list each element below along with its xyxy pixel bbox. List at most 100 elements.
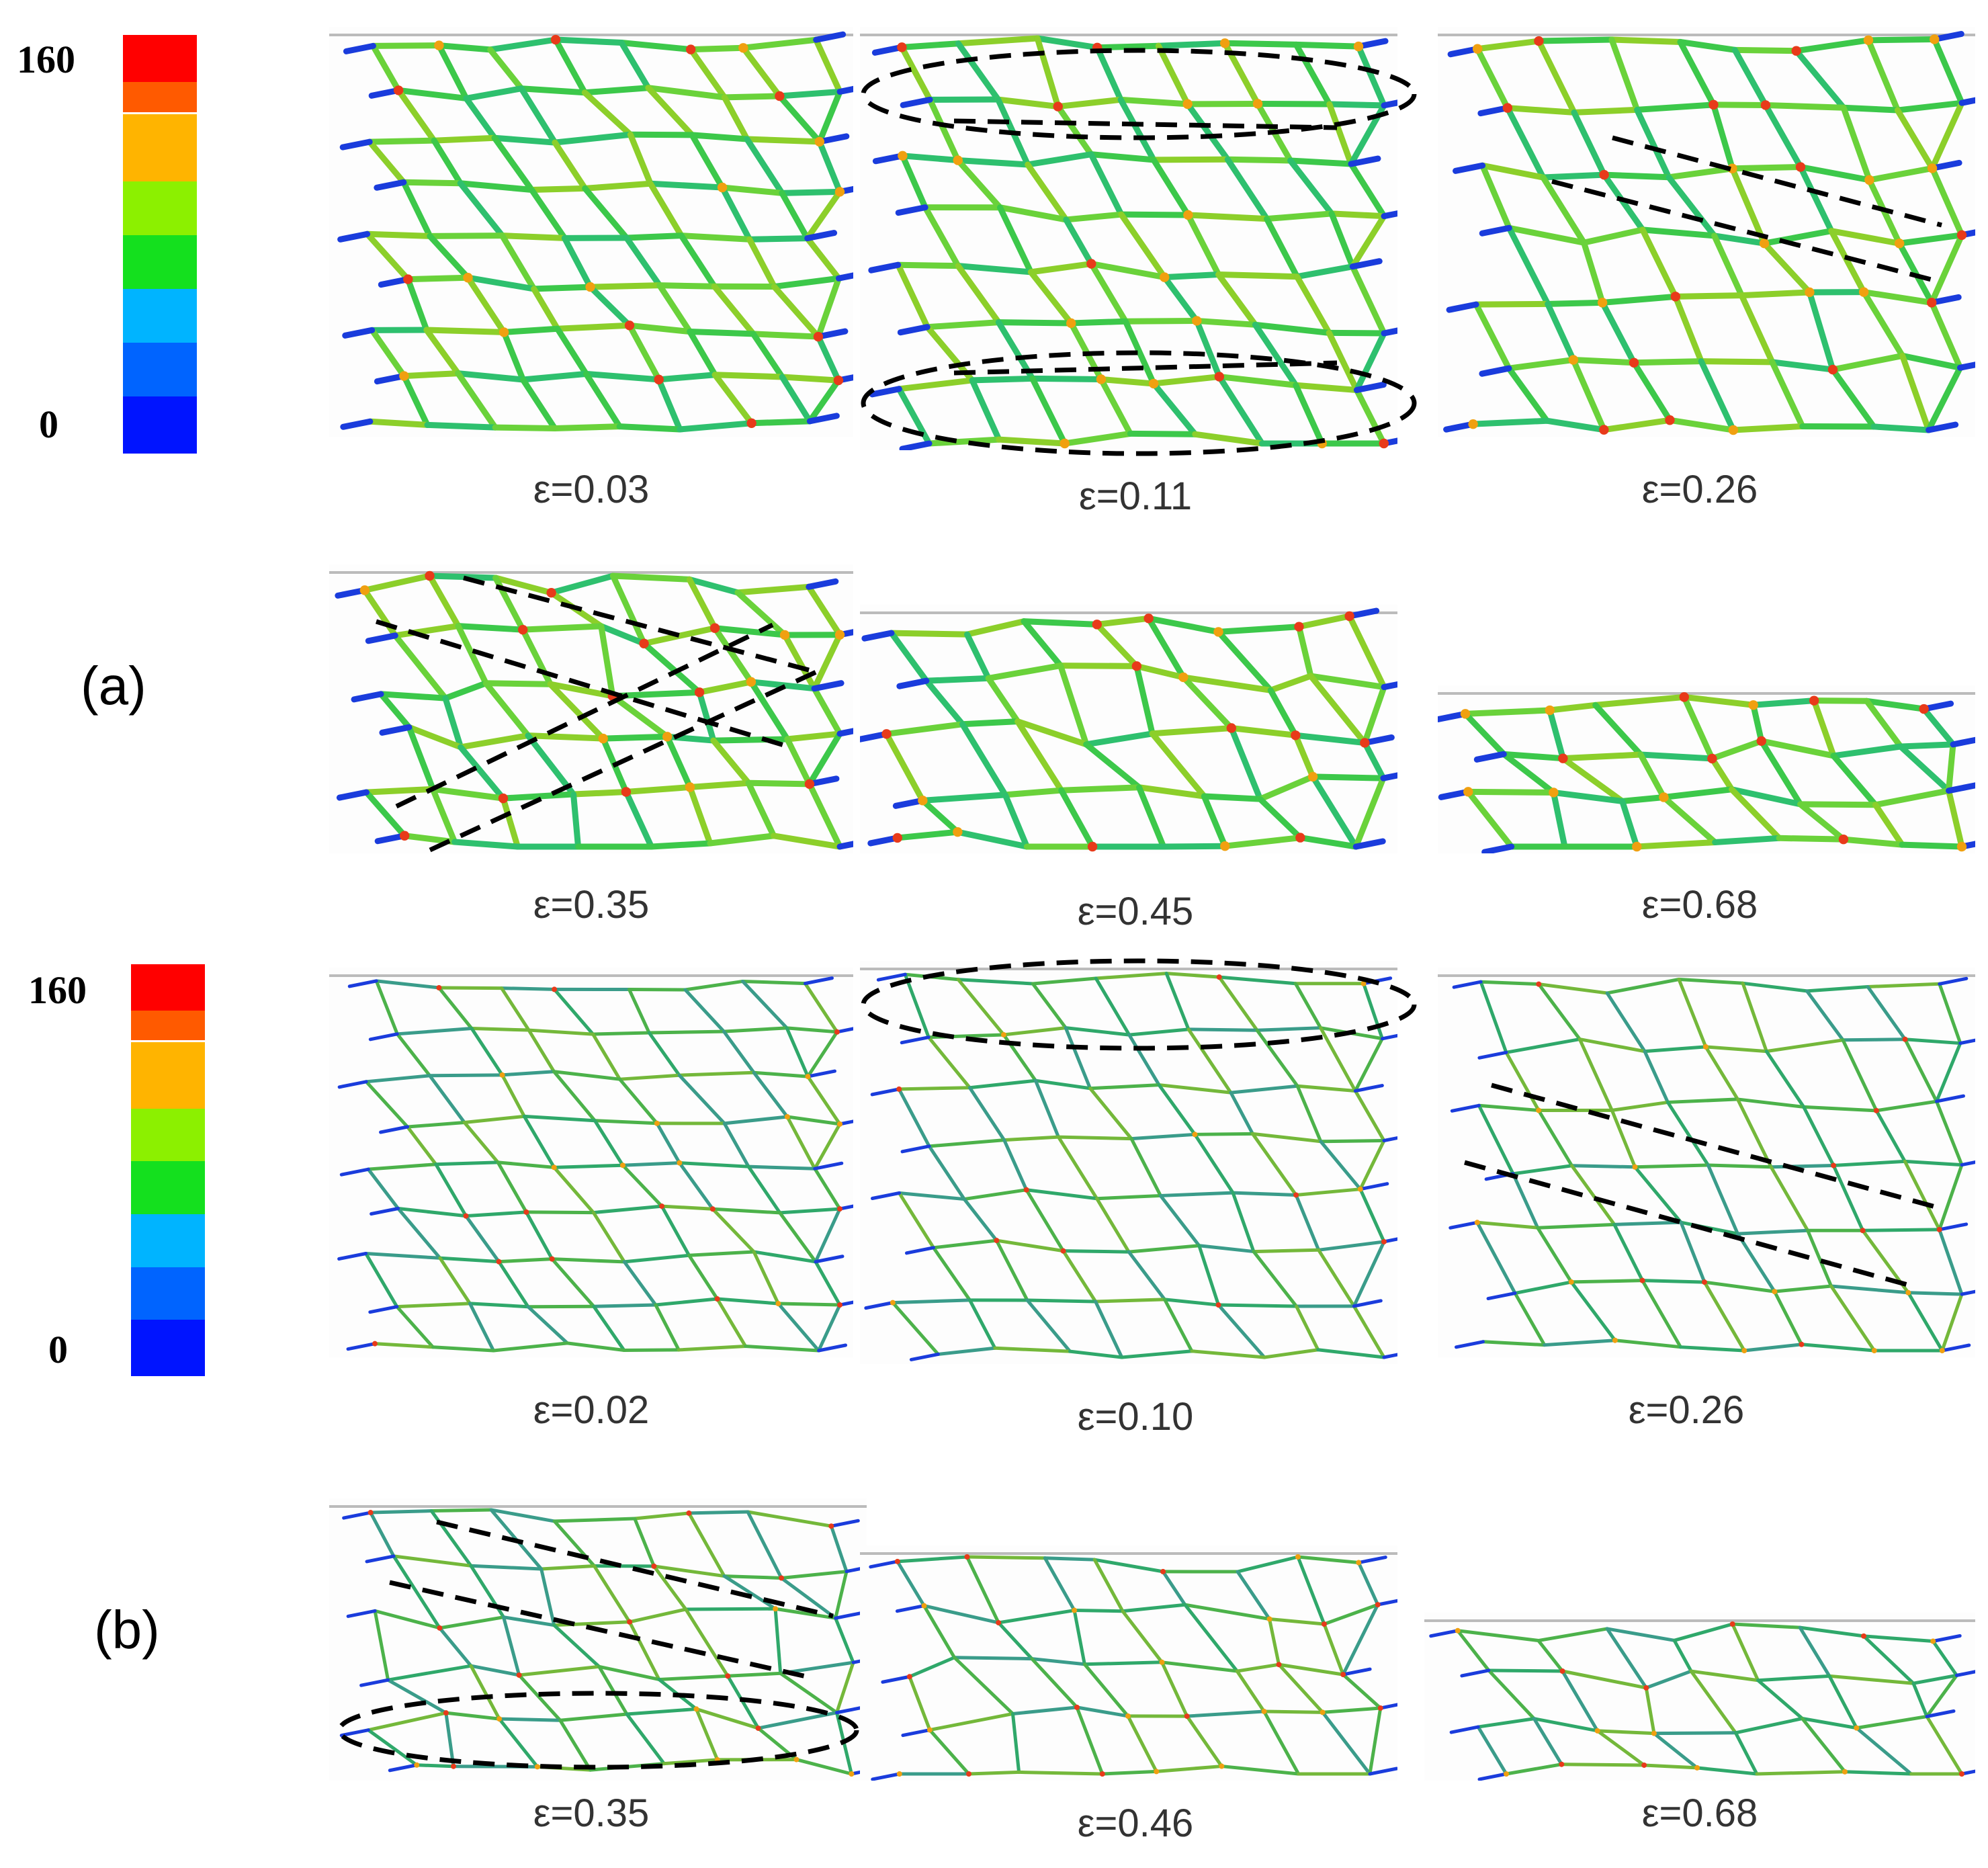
stress-node [1956, 230, 1967, 241]
cell-strut [836, 728, 853, 737]
cell-strut [598, 623, 616, 699]
cell-strut [776, 1302, 821, 1353]
cell-strut [1068, 318, 1129, 327]
stress-node [654, 1120, 660, 1126]
stress-node [1858, 287, 1869, 297]
cell-strut [1368, 1767, 1397, 1776]
stress-node [1192, 1132, 1198, 1138]
stress-node [659, 1203, 665, 1209]
stress-node [639, 638, 649, 648]
cell-strut [1755, 1770, 1847, 1776]
stress-node [1772, 1289, 1778, 1295]
cell-strut [1866, 984, 1907, 1042]
cell-strut [1738, 289, 1813, 299]
cell-strut [1262, 1348, 1320, 1359]
cell-strut [1475, 1220, 1540, 1230]
cell-strut [1799, 1343, 1876, 1353]
cell-strut [1135, 784, 1167, 850]
cell-strut [1896, 240, 1935, 306]
cell-strut [1379, 1703, 1397, 1710]
stress-node [953, 826, 963, 837]
cell-strut [1841, 1038, 1878, 1113]
cell-strut [1899, 352, 1932, 433]
cell-strut [364, 1251, 442, 1260]
cell-strut [996, 204, 1034, 275]
cell-strut [1605, 977, 1681, 995]
cell-strut [1361, 739, 1387, 781]
cell-strut [752, 1070, 789, 1119]
cell-strut [1862, 1634, 1935, 1644]
cell-strut [539, 1564, 596, 1571]
lattice-image-b-1 [329, 974, 853, 1353]
cell-strut [903, 972, 960, 982]
cell-strut [1157, 1083, 1197, 1136]
cell-strut [829, 1519, 860, 1528]
cell-strut [1960, 1769, 1975, 1776]
stress-node [1599, 425, 1609, 435]
cell-strut [996, 436, 1068, 447]
cell-strut [1479, 365, 1512, 377]
cell-strut [1854, 1726, 1913, 1776]
stress-node [814, 136, 825, 147]
cell-strut [1829, 366, 1877, 430]
cell-strut [779, 374, 842, 384]
cell-strut [395, 1032, 432, 1078]
cell-strut [1840, 104, 1901, 114]
cell-strut [1264, 216, 1301, 280]
cell-strut [1453, 162, 1486, 174]
cell-strut [1536, 1226, 1573, 1284]
cell-strut [1735, 1097, 1806, 1109]
cell-strut [1201, 793, 1228, 849]
stress-node [1864, 175, 1874, 185]
stress-node [518, 624, 528, 635]
stress-node [1805, 287, 1815, 298]
cell-strut [1477, 1050, 1508, 1060]
cell-strut [497, 1257, 554, 1264]
stress-node [1709, 99, 1719, 110]
cell-strut [1355, 43, 1387, 109]
lattice-image-a-5 [860, 607, 1397, 852]
cell-strut [1043, 1556, 1076, 1613]
cell-strut [367, 418, 431, 428]
cell-strut [1352, 1304, 1386, 1359]
cell-strut [346, 1342, 377, 1351]
cell-strut [500, 986, 531, 1032]
cell-strut [388, 1763, 419, 1773]
colorbar-segment [131, 1214, 205, 1267]
cell-strut [922, 1604, 1000, 1625]
cell-strut [519, 376, 558, 431]
cell-strut [1742, 1343, 1803, 1353]
cell-strut [1062, 1249, 1131, 1254]
cell-strut [1010, 1711, 1021, 1774]
cell-strut [424, 421, 499, 431]
cell-strut [457, 180, 535, 193]
cell-strut [1126, 1714, 1158, 1773]
cell-strut [1322, 1622, 1345, 1676]
cell-strut [625, 1712, 666, 1766]
cell-strut [552, 1163, 625, 1169]
cell-strut [896, 386, 933, 447]
cell-strut [1088, 1087, 1133, 1141]
cell-strut [647, 180, 685, 239]
cell-strut [711, 1207, 756, 1254]
cell-strut [1750, 702, 1765, 745]
cell-strut [1056, 1135, 1133, 1141]
stress-node [1060, 1248, 1066, 1254]
cell-strut [711, 372, 755, 427]
stress-node [746, 418, 757, 428]
cell-strut [779, 1660, 855, 1675]
cell-strut [1287, 157, 1354, 167]
cell-strut [726, 1671, 783, 1678]
cell-strut [897, 324, 931, 336]
cell-strut [757, 1711, 838, 1730]
stress-node [1307, 771, 1318, 782]
cell-strut [469, 1564, 544, 1571]
cell-strut [689, 132, 726, 191]
cell-strut [1352, 1299, 1383, 1308]
cell-strut [956, 978, 1006, 1037]
cell-strut [1805, 989, 1845, 1042]
stress-node [1504, 1771, 1510, 1777]
cell-strut [648, 840, 714, 850]
cell-strut [1506, 224, 1551, 307]
cell-strut [1729, 165, 1768, 247]
